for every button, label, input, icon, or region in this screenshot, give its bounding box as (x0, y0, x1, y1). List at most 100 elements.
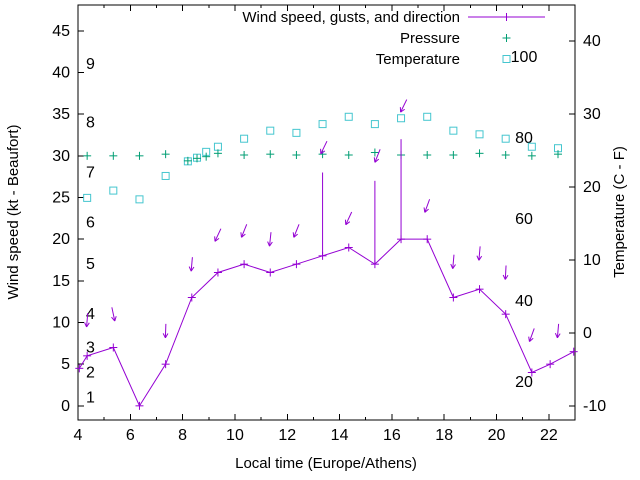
temperature-marker (344, 112, 353, 121)
fahrenheit-scale-label: 80 (515, 130, 533, 147)
temperature-marker (83, 193, 92, 202)
fahrenheit-scale-label: 100 (511, 49, 538, 66)
wind-direction-arrow-head (214, 237, 220, 242)
temperature-marker (501, 134, 510, 143)
x-axis-tick-label: 4 (74, 427, 83, 444)
legend-marker-sample (502, 55, 511, 63)
wind-direction-arrow (86, 312, 89, 328)
x-axis-tick-label: 12 (278, 427, 296, 444)
wind-direction-arrow-head (373, 157, 376, 163)
temperature-marker (423, 112, 432, 121)
wind-direction-arrow (214, 228, 222, 242)
wind-direction-arrow (400, 99, 408, 113)
plot-border (77, 4, 576, 421)
x-axis-tick-label: 16 (383, 427, 401, 444)
temperature-marker (370, 120, 379, 129)
legend-entry-label: Pressure (400, 30, 460, 47)
wind-direction-arrow-head (111, 316, 116, 322)
wind-direction-arrow-head (190, 266, 195, 272)
y-left-tick-label: 5 (61, 356, 70, 373)
wind-direction-arrow-head (114, 316, 117, 322)
beaufort-scale-label: 3 (86, 340, 95, 357)
wind-direction-arrow-head (374, 158, 380, 163)
temperature-marker (449, 126, 458, 135)
y-right-tick-label: 0 (583, 325, 592, 342)
x-axis-tick-label: 18 (435, 427, 453, 444)
temperature-marker (213, 142, 222, 151)
x-axis-title: Local time (Europe/Athens) (235, 455, 417, 472)
wind-direction-arrow-head (556, 333, 561, 339)
legend-entry-label: Temperature (376, 51, 460, 68)
wind-direction-arrow-head (476, 255, 480, 261)
beaufort-scale-label: 4 (86, 306, 95, 323)
beaufort-scale-label: 1 (86, 390, 95, 407)
y-right-tick-label: 20 (583, 179, 601, 196)
wind-direction-arrow-head (424, 208, 429, 213)
temperature-marker (109, 186, 118, 195)
wind-direction-arrow-head (345, 221, 351, 226)
temperature-marker (240, 134, 249, 143)
y-right-axis-title: Temperature (C - F) (611, 146, 628, 278)
wind-direction-arrow-head (241, 233, 246, 238)
wind-direction-arrow-head (240, 232, 242, 238)
x-axis-tick-label: 10 (226, 427, 244, 444)
wind-direction-arrow-head (86, 322, 90, 328)
temperature-marker (397, 114, 406, 123)
wind-direction-arrow-head (267, 241, 270, 247)
wind-direction-arrow-head (452, 264, 456, 269)
temperature-marker (135, 195, 144, 204)
wind-direction-arrow (320, 140, 328, 155)
wind-direction-arrow-head (529, 337, 534, 342)
wind-direction-arrow (504, 265, 507, 280)
y-left-tick-label: 20 (52, 231, 70, 248)
wind-direction-arrow (374, 149, 381, 163)
y-left-tick-label: 40 (52, 65, 70, 82)
y-left-tick-label: 10 (52, 315, 70, 332)
x-axis-tick-label: 20 (488, 427, 506, 444)
x-axis-tick-label: 8 (178, 427, 187, 444)
wind-direction-arrow (241, 224, 248, 238)
y-left-tick-label: 15 (52, 273, 70, 290)
wind-direction-arrow (345, 211, 353, 225)
temperature-marker (292, 128, 301, 137)
beaufort-scale-label: 6 (86, 215, 95, 232)
y-left-tick-label: 25 (52, 190, 70, 207)
wind-direction-arrow (293, 224, 300, 238)
fahrenheit-scale-label: 40 (515, 293, 533, 310)
y-right-tick-label: 30 (583, 106, 601, 123)
y-right-tick-label: 10 (583, 252, 601, 269)
temperature-marker (475, 130, 484, 139)
fahrenheit-scale-label: 60 (515, 211, 533, 228)
wind-direction-arrow (478, 246, 481, 261)
wind-direction-arrow-head (292, 232, 295, 238)
fahrenheit-scale-label: 20 (515, 374, 533, 391)
beaufort-scale-label: 2 (86, 365, 95, 382)
beaufort-scale-label: 8 (86, 115, 95, 132)
wind-direction-arrow (452, 254, 455, 269)
wind-direction-arrow (556, 323, 560, 338)
temperature-marker (266, 126, 275, 135)
wind-direction-arrow-head (528, 336, 530, 342)
y-left-tick-label: 35 (52, 106, 70, 123)
y-left-tick-label: 30 (52, 148, 70, 165)
wind-direction-arrow-head (84, 322, 88, 328)
temperature-marker (318, 120, 327, 129)
wind-direction-arrow-head (293, 233, 298, 238)
y-left-axis-title: Wind speed (kt - Beaufort) (5, 124, 22, 299)
wind-direction-arrow-head (504, 274, 509, 280)
wind-direction-arrow (424, 199, 431, 213)
wind-direction-arrow-head (188, 266, 192, 272)
beaufort-scale-label: 9 (86, 56, 95, 73)
wind-direction-arrow (269, 232, 272, 247)
wind-speed-line (78, 238, 574, 407)
x-axis-tick-label: 6 (126, 427, 135, 444)
temperature-marker (527, 142, 536, 151)
x-axis-tick-label: 22 (540, 427, 558, 444)
wind-direction-arrow (190, 257, 193, 272)
wind-direction-arrow-head (423, 207, 426, 213)
wind-direction-arrow (111, 307, 116, 322)
legend-entry-label: Wind speed, gusts, and direction (242, 9, 460, 26)
beaufort-scale-label: 7 (86, 165, 95, 182)
